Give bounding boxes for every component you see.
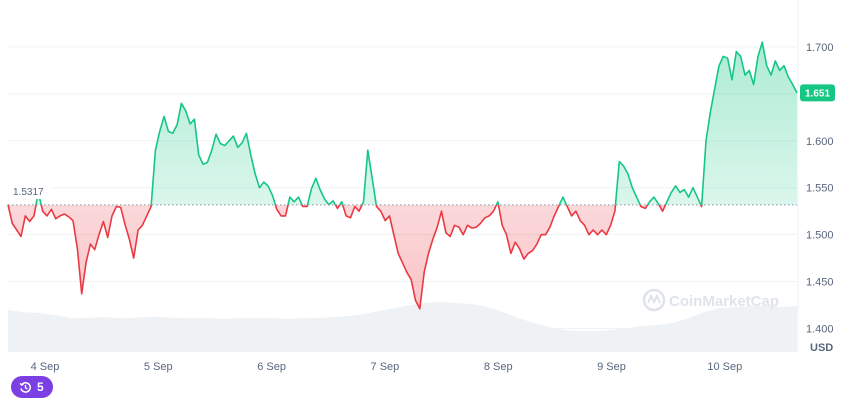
y-tick-label: 1.400 bbox=[806, 324, 834, 336]
volume-shape bbox=[8, 302, 797, 352]
reference-price-label: 1.5317 bbox=[8, 184, 51, 199]
price-fill-areas bbox=[8, 42, 797, 309]
y-tick-label: 1.500 bbox=[806, 230, 834, 242]
reference-price-text: 1.5317 bbox=[13, 187, 44, 198]
y-tick-label: 1.600 bbox=[806, 136, 834, 148]
fill-below-reference bbox=[8, 204, 702, 309]
y-tick-label: 1.450 bbox=[806, 277, 834, 289]
x-tick-label: 5 Sep bbox=[144, 361, 173, 373]
price-line-above bbox=[7, 41, 798, 205]
x-tick-label: 6 Sep bbox=[257, 361, 286, 373]
x-tick-label: 8 Sep bbox=[484, 361, 513, 373]
history-icon bbox=[19, 381, 31, 393]
y-tick-label: 1.550 bbox=[806, 183, 834, 195]
x-axis: 4 Sep 5 Sep 6 Sep 7 Sep 8 Sep 9 Sep 10 Sep bbox=[31, 361, 743, 373]
x-tick-label: 9 Sep bbox=[597, 361, 626, 373]
fill-above-reference bbox=[8, 42, 797, 205]
price-line-below bbox=[7, 204, 703, 310]
volume-area bbox=[8, 302, 797, 352]
price-lines bbox=[7, 41, 798, 310]
currency-label: USD bbox=[810, 342, 833, 354]
coinmarketcap-logo-icon bbox=[642, 288, 666, 312]
x-tick-label: 10 Sep bbox=[707, 361, 742, 373]
x-tick-label: 4 Sep bbox=[31, 361, 60, 373]
history-count: 5 bbox=[37, 380, 44, 394]
history-badge[interactable]: 5 bbox=[11, 376, 53, 398]
x-tick-label: 7 Sep bbox=[371, 361, 400, 373]
current-price-text: 1.651 bbox=[805, 88, 830, 99]
current-price-badge: 1.651 bbox=[800, 84, 835, 102]
coinmarketcap-watermark: CoinMarketCap bbox=[642, 288, 779, 312]
watermark-text: CoinMarketCap bbox=[669, 293, 779, 310]
y-tick-label: 1.700 bbox=[806, 42, 834, 54]
